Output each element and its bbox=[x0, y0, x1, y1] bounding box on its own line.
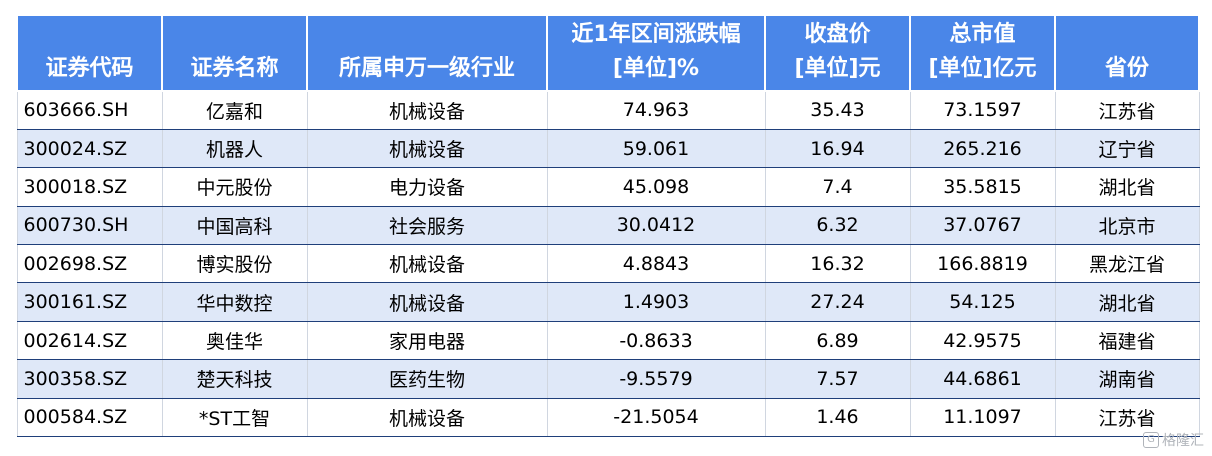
cell-industry: 机械设备 bbox=[306, 282, 548, 322]
header-security-code: 证券代码 bbox=[16, 14, 163, 92]
cell-market-cap: 35.5815 bbox=[909, 167, 1056, 207]
cell-price: 6.89 bbox=[764, 320, 911, 361]
cell-market-cap: 42.9575 bbox=[909, 320, 1056, 361]
cell-industry: 机械设备 bbox=[306, 244, 548, 284]
cell-price: 7.4 bbox=[764, 167, 911, 207]
cell-code: 002698.SZ bbox=[16, 244, 163, 284]
cell-price: 16.94 bbox=[764, 128, 911, 169]
cell-code: 300024.SZ bbox=[16, 128, 163, 169]
cell-market-cap: 166.8819 bbox=[909, 244, 1056, 284]
cell-market-cap: 73.1597 bbox=[909, 90, 1056, 130]
header-market-cap: 总市值 [单位]亿元 bbox=[909, 14, 1056, 92]
header-security-name: 证券名称 bbox=[161, 14, 308, 92]
cell-price: 1.46 bbox=[764, 397, 911, 438]
cell-province: 辽宁省 bbox=[1054, 128, 1200, 169]
stock-table: 证券代码 证券名称 所属申万一级行业 近1年区间涨跌幅 [单位]% 收盘价 [单… bbox=[16, 14, 1200, 438]
cell-price: 35.43 bbox=[764, 90, 911, 130]
table-row: 600730.SH 中国高科 社会服务 30.0412 6.32 37.0767 北京市 bbox=[16, 205, 1200, 246]
watermark: G 格隆汇 bbox=[1143, 430, 1204, 450]
cell-price: 16.32 bbox=[764, 244, 911, 284]
cell-name: *ST工智 bbox=[161, 397, 308, 438]
cell-province: 江苏省 bbox=[1054, 397, 1200, 438]
cell-change: 4.8843 bbox=[546, 244, 766, 284]
cell-change: -0.8633 bbox=[546, 320, 766, 361]
watermark-text: 格隆汇 bbox=[1162, 433, 1204, 449]
cell-province: 江苏省 bbox=[1054, 90, 1200, 130]
cell-change: 1.4903 bbox=[546, 282, 766, 322]
cell-name: 奥佳华 bbox=[161, 320, 308, 361]
header-close-price: 收盘价 [单位]元 bbox=[764, 14, 911, 92]
cell-province: 福建省 bbox=[1054, 320, 1200, 361]
cell-name: 中元股份 bbox=[161, 167, 308, 207]
cell-code: 000584.SZ bbox=[16, 397, 163, 438]
table-body: 603666.SH 亿嘉和 机械设备 74.963 35.43 73.1597 江苏省 300… bbox=[16, 90, 1200, 438]
cell-industry: 机械设备 bbox=[306, 90, 548, 130]
cell-name: 博实股份 bbox=[161, 244, 308, 284]
cell-change: 45.098 bbox=[546, 167, 766, 207]
cell-price: 6.32 bbox=[764, 205, 911, 246]
cell-code: 600730.SH bbox=[16, 205, 163, 246]
cell-change: 30.0412 bbox=[546, 205, 766, 246]
cell-change: 74.963 bbox=[546, 90, 766, 130]
cell-change: -21.5054 bbox=[546, 397, 766, 438]
cell-code: 603666.SH bbox=[16, 90, 163, 130]
table-row: 000584.SZ *ST工智 机械设备 -21.5054 1.46 11.1097 江苏省 bbox=[16, 397, 1200, 438]
header-yearly-change: 近1年区间涨跌幅 [单位]% bbox=[546, 14, 766, 92]
cell-change: -9.5579 bbox=[546, 359, 766, 399]
cell-code: 300161.SZ bbox=[16, 282, 163, 322]
cell-province: 湖北省 bbox=[1054, 167, 1200, 207]
cell-province: 北京市 bbox=[1054, 205, 1200, 246]
cell-name: 中国高科 bbox=[161, 205, 308, 246]
cell-market-cap: 54.125 bbox=[909, 282, 1056, 322]
cell-industry: 社会服务 bbox=[306, 205, 548, 246]
cell-name: 华中数控 bbox=[161, 282, 308, 322]
cell-province: 黑龙江省 bbox=[1054, 244, 1200, 284]
cell-name: 楚天科技 bbox=[161, 359, 308, 399]
header-province: 省份 bbox=[1054, 14, 1200, 92]
cell-name: 机器人 bbox=[161, 128, 308, 169]
cell-industry: 机械设备 bbox=[306, 397, 548, 438]
cell-market-cap: 44.6861 bbox=[909, 359, 1056, 399]
cell-province: 湖南省 bbox=[1054, 359, 1200, 399]
table-row: 300161.SZ 华中数控 机械设备 1.4903 27.24 54.125 湖北省 bbox=[16, 282, 1200, 322]
table-row: 603666.SH 亿嘉和 机械设备 74.963 35.43 73.1597 江苏省 bbox=[16, 90, 1200, 130]
cell-price: 7.57 bbox=[764, 359, 911, 399]
cell-province: 湖北省 bbox=[1054, 282, 1200, 322]
cell-code: 300358.SZ bbox=[16, 359, 163, 399]
stock-table-container: 证券代码 证券名称 所属申万一级行业 近1年区间涨跌幅 [单位]% 收盘价 [单… bbox=[16, 14, 1200, 438]
gelonghui-logo-icon: G bbox=[1143, 432, 1159, 448]
cell-industry: 电力设备 bbox=[306, 167, 548, 207]
cell-code: 300018.SZ bbox=[16, 167, 163, 207]
table-row: 300018.SZ 中元股份 电力设备 45.098 7.4 35.5815 湖北省 bbox=[16, 167, 1200, 207]
cell-market-cap: 11.1097 bbox=[909, 397, 1056, 438]
cell-price: 27.24 bbox=[764, 282, 911, 322]
table-row: 002698.SZ 博实股份 机械设备 4.8843 16.32 166.8819 黑龙江省 bbox=[16, 244, 1200, 284]
cell-name: 亿嘉和 bbox=[161, 90, 308, 130]
table-header-row: 证券代码 证券名称 所属申万一级行业 近1年区间涨跌幅 [单位]% 收盘价 [单… bbox=[16, 14, 1200, 92]
cell-industry: 机械设备 bbox=[306, 128, 548, 169]
cell-industry: 医药生物 bbox=[306, 359, 548, 399]
table-row: 300024.SZ 机器人 机械设备 59.061 16.94 265.216 辽宁省 bbox=[16, 128, 1200, 169]
cell-code: 002614.SZ bbox=[16, 320, 163, 361]
table-row: 002614.SZ 奥佳华 家用电器 -0.8633 6.89 42.9575 福建省 bbox=[16, 320, 1200, 361]
cell-market-cap: 37.0767 bbox=[909, 205, 1056, 246]
cell-market-cap: 265.216 bbox=[909, 128, 1056, 169]
table-row: 300358.SZ 楚天科技 医药生物 -9.5579 7.57 44.6861 湖南省 bbox=[16, 359, 1200, 399]
cell-industry: 家用电器 bbox=[306, 320, 548, 361]
header-industry: 所属申万一级行业 bbox=[306, 14, 548, 92]
cell-change: 59.061 bbox=[546, 128, 766, 169]
